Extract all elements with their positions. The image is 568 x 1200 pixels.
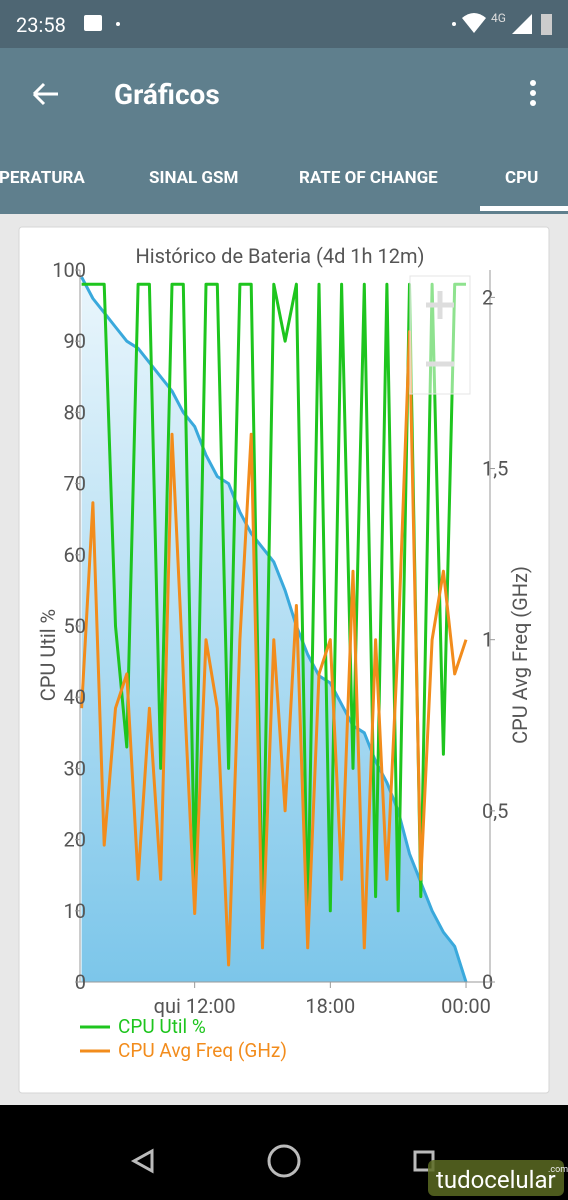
y2-tick-label: 2 [482, 285, 493, 309]
nav-back[interactable] [130, 1148, 154, 1174]
y-tick-label: 80 [64, 400, 86, 424]
series-line [81, 282, 466, 927]
y-tick-label: 40 [64, 685, 86, 709]
zoom-in[interactable] [426, 291, 454, 319]
chart: Histórico de Bateria (4d 1h 12m)01020304… [36, 244, 532, 1062]
series-line [80, 330, 468, 967]
y2-tick-label: 0 [482, 970, 493, 994]
y-tick-label: 30 [64, 756, 86, 780]
area-line [80, 276, 468, 983]
x-tick-label: 18:00 [305, 994, 355, 1018]
watermark-suffix: .com [548, 1165, 568, 1175]
wifi-icon [462, 13, 486, 33]
y2-tick-label: 1,5 [482, 457, 508, 481]
tab[interactable]: SINAL GSM [149, 168, 238, 188]
watermark: tudocelular [436, 1166, 556, 1194]
tab[interactable]: CPU [505, 168, 538, 188]
tab-indicator [480, 206, 568, 211]
tab[interactable]: RATE OF CHANGE [299, 168, 438, 188]
x-tick-label: qui 12:00 [154, 994, 236, 1018]
dot-icon [452, 22, 456, 26]
y2-tick-label: 0,5 [482, 799, 508, 823]
app-bar [0, 48, 568, 214]
status-time: 23:58 [16, 13, 66, 37]
tab[interactable]: IPERATURA [0, 168, 85, 188]
legend-label: CPU Util % [118, 1015, 206, 1038]
y-tick-label: 100 [52, 258, 86, 282]
y-tick-label: 70 [64, 472, 86, 496]
dot-icon [116, 22, 120, 26]
chart-title: Histórico de Bateria (4d 1h 12m) [135, 244, 424, 268]
y-tick-label: 50 [64, 614, 86, 638]
y2-tick-label: 1 [482, 628, 493, 652]
legend-label: CPU Avg Freq (GHz) [118, 1039, 287, 1062]
y2-axis-label: CPU Avg Freq (GHz) [508, 566, 532, 744]
y-axis-label: CPU Util % [36, 609, 60, 701]
network-type: 4G [491, 11, 506, 25]
nav-home[interactable] [267, 1144, 301, 1178]
zoom-controls [409, 275, 471, 395]
y-tick-label: 0 [75, 970, 86, 994]
watermark-box [428, 1160, 564, 1196]
y-tick-label: 60 [64, 543, 86, 567]
y-tick-label: 10 [64, 899, 86, 923]
x-tick-label: 00:00 [441, 994, 491, 1018]
app-title: Gráficos [114, 78, 220, 111]
y-tick-label: 90 [64, 329, 86, 353]
gallery-icon [84, 15, 102, 31]
signal-icon [512, 14, 532, 34]
menu-button[interactable] [530, 80, 536, 106]
y-tick-label: 20 [64, 828, 86, 852]
battery-icon [541, 14, 552, 35]
back-button[interactable] [32, 82, 58, 106]
